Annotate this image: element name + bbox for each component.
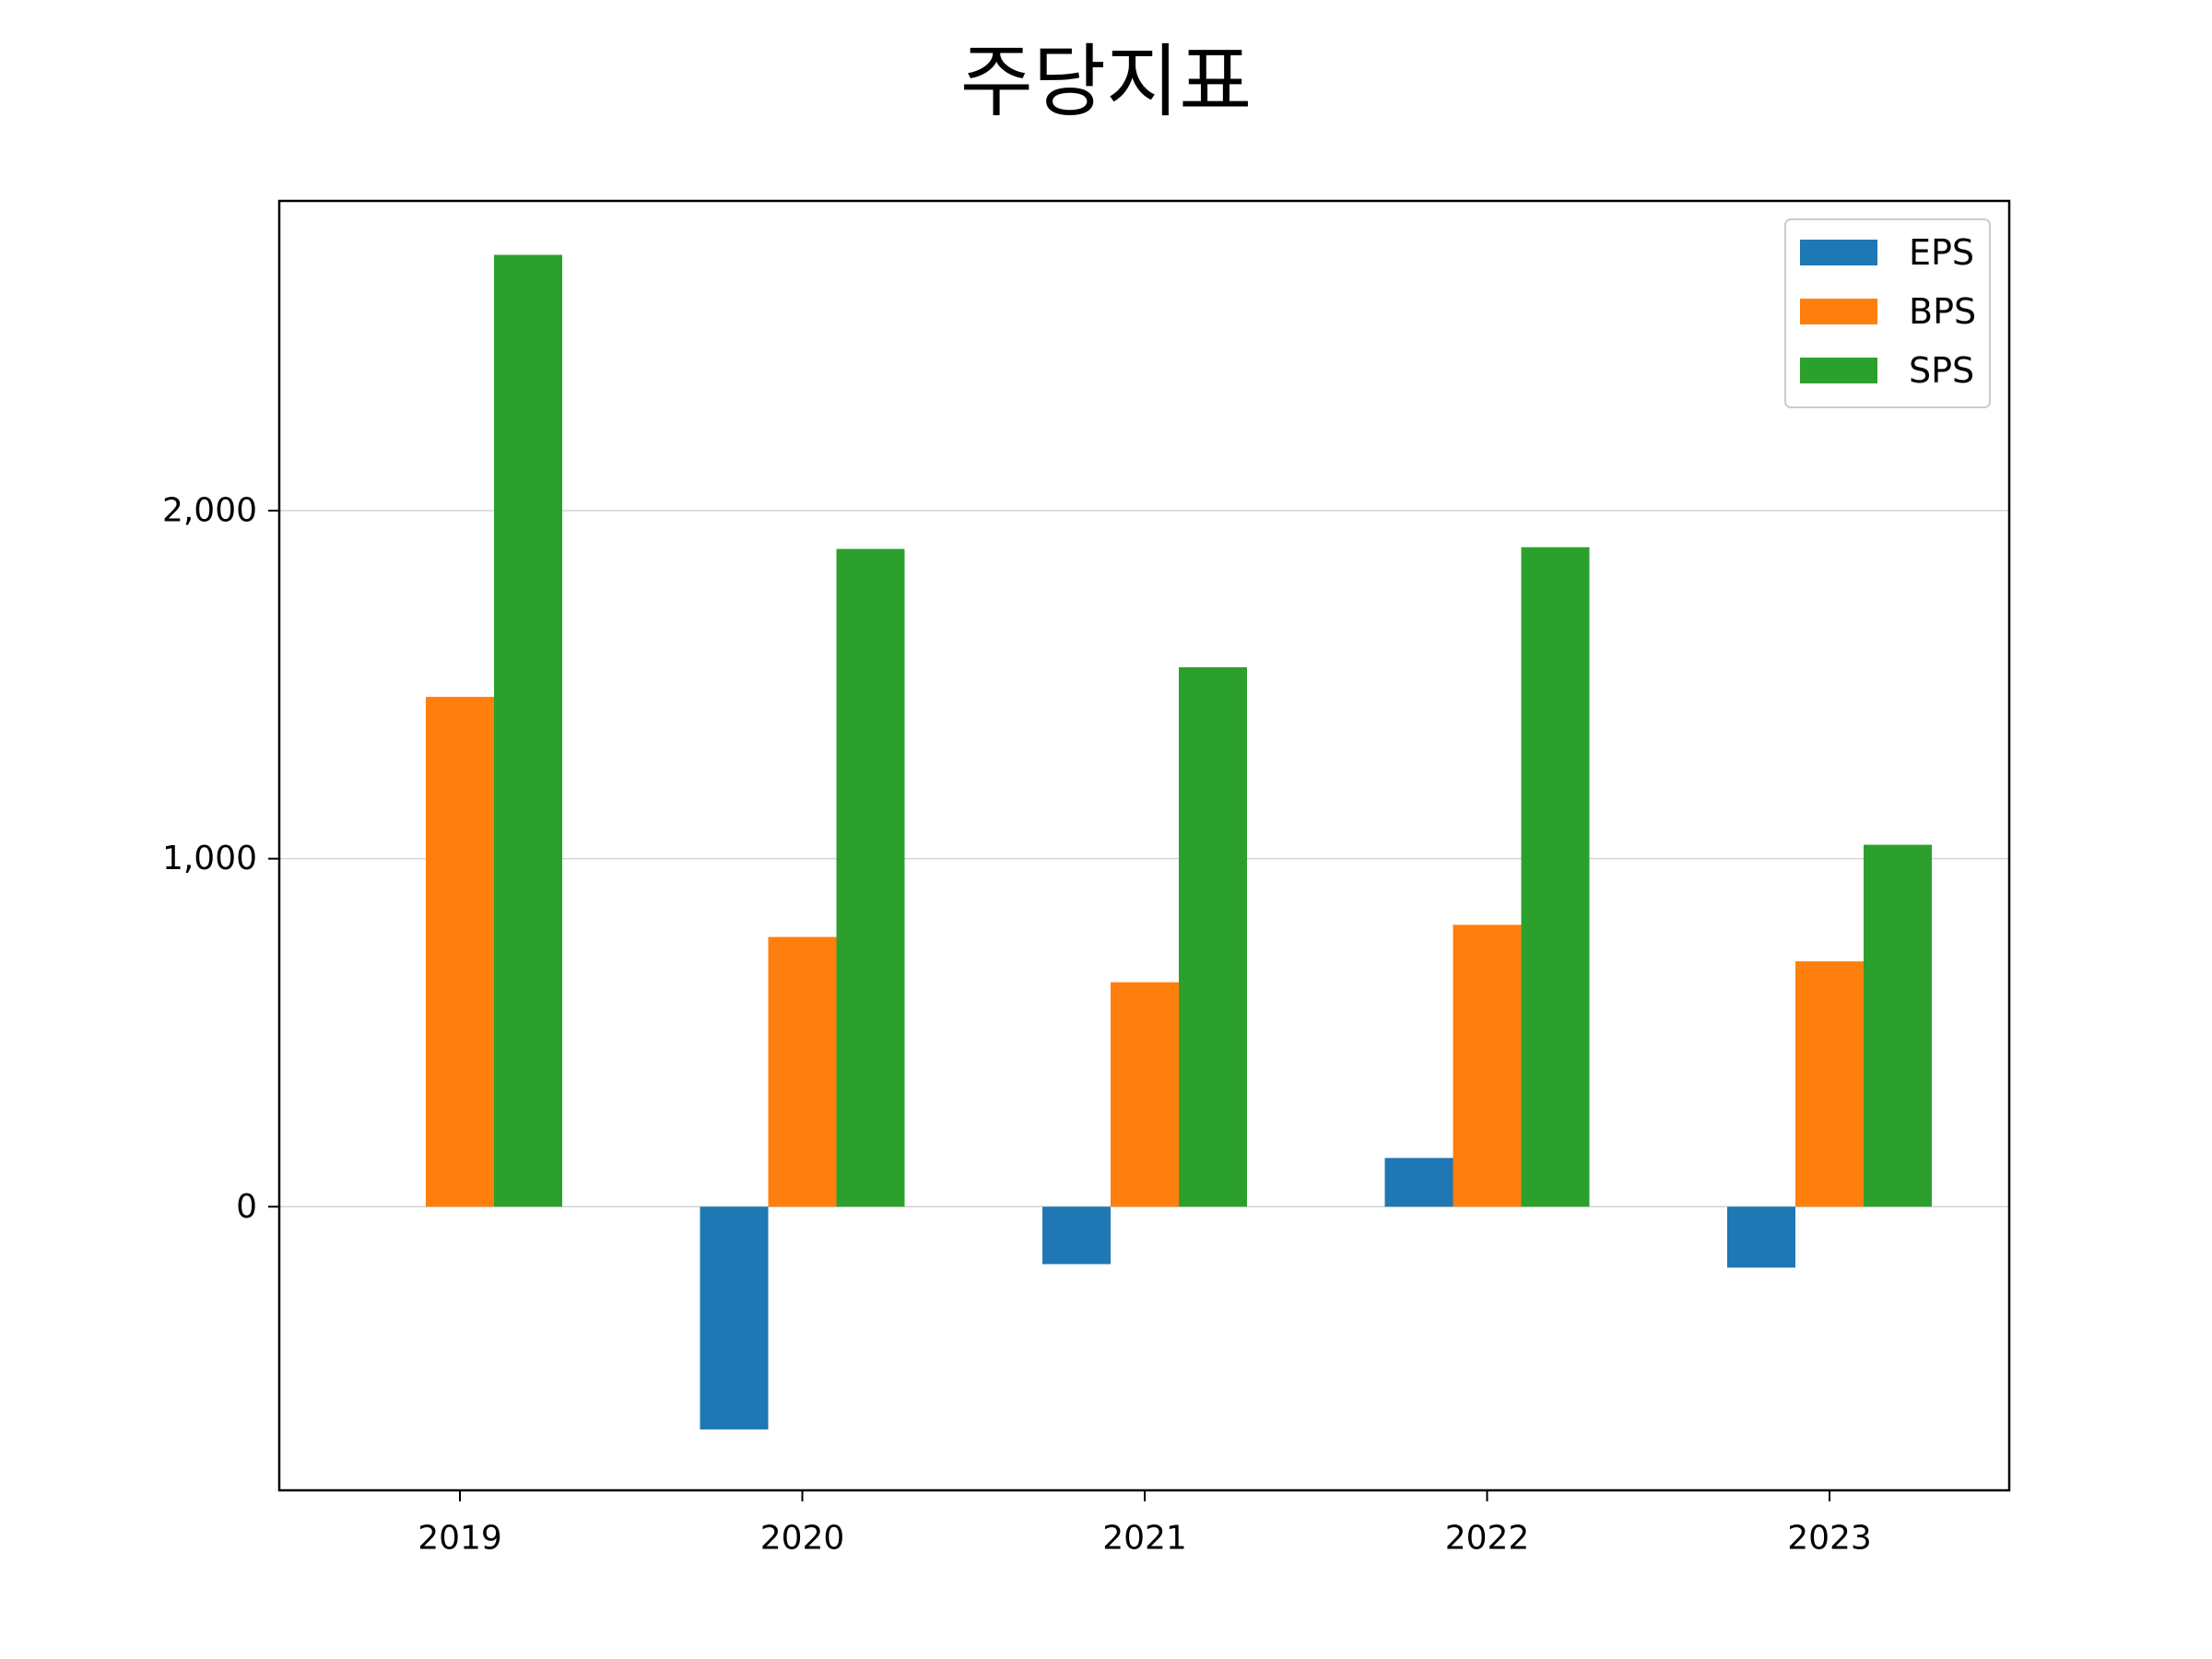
bar-bps-2020	[768, 936, 837, 1207]
bar-sps-2021	[1179, 666, 1247, 1207]
y-tick-label: 2,000	[162, 492, 257, 530]
bar-sps-2019	[494, 254, 562, 1207]
legend-swatch-bps	[1800, 299, 1877, 324]
bar-sps-2020	[836, 548, 905, 1207]
bar-bps-2019	[426, 697, 494, 1207]
legend-label-eps: EPS	[1909, 232, 1974, 273]
chart-title: 주당지표	[959, 36, 1253, 128]
bar-bps-2021	[1111, 982, 1179, 1207]
bar-eps-2023	[1727, 1206, 1795, 1268]
x-tick-label: 2019	[418, 1520, 502, 1558]
x-tick-label: 2023	[1787, 1520, 1872, 1558]
legend: EPS BPS SPS	[1784, 218, 1991, 408]
x-axis: 2019 2020 2021 2022 2023	[418, 1490, 1872, 1558]
x-tick-label: 2021	[1102, 1520, 1187, 1558]
bar-bps-2023	[1795, 961, 1864, 1207]
bars-layer	[426, 254, 1932, 1430]
x-tick-label: 2020	[760, 1520, 845, 1558]
bar-sps-2023	[1864, 844, 1932, 1207]
legend-label-sps: SPS	[1909, 350, 1974, 391]
legend-swatch-sps	[1800, 358, 1877, 383]
y-axis: 0 1,000 2,000	[162, 492, 279, 1226]
legend-swatch-eps	[1800, 240, 1877, 265]
bar-eps-2021	[1042, 1206, 1111, 1265]
bar-eps-2022	[1384, 1158, 1453, 1207]
y-tick-label: 0	[236, 1188, 257, 1226]
bar-sps-2022	[1521, 547, 1590, 1207]
bar-bps-2022	[1453, 924, 1522, 1207]
y-tick-label: 1,000	[162, 840, 257, 877]
bar-eps-2020	[700, 1206, 769, 1430]
legend-label-bps: BPS	[1909, 291, 1976, 332]
x-tick-label: 2022	[1445, 1520, 1530, 1558]
